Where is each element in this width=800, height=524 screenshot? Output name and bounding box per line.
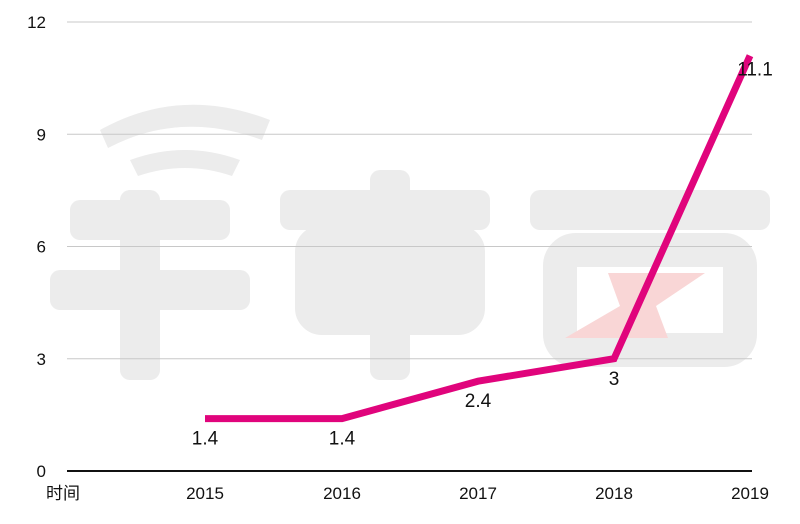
watermark-logo xyxy=(50,104,770,380)
data-labels: 1.4 1.4 2.4 3 11.1 xyxy=(192,60,773,450)
x-axis: 2015 2016 2017 2018 2019 xyxy=(186,484,769,503)
y-tick-label: 6 xyxy=(37,238,46,257)
series-line xyxy=(205,54,754,423)
data-label: 11.1 xyxy=(737,60,773,81)
y-axis: 0 3 6 9 12 xyxy=(27,13,46,481)
x-tick-label: 2016 xyxy=(323,484,361,503)
x-tick-label: 2017 xyxy=(459,484,497,503)
data-label: 3 xyxy=(609,369,620,390)
y-tick-label: 9 xyxy=(37,125,46,144)
data-label: 2.4 xyxy=(465,391,492,412)
x-tick-label: 2015 xyxy=(186,484,224,503)
gridlines xyxy=(67,21,752,472)
x-axis-title: 时间 xyxy=(46,484,80,503)
data-label: 1.4 xyxy=(329,429,356,450)
y-tick-label: 3 xyxy=(37,350,46,369)
y-tick-label: 0 xyxy=(37,462,46,481)
x-tick-label: 2019 xyxy=(731,484,769,503)
y-tick-label: 12 xyxy=(27,13,46,32)
x-tick-label: 2018 xyxy=(595,484,633,503)
data-label: 1.4 xyxy=(192,429,219,450)
